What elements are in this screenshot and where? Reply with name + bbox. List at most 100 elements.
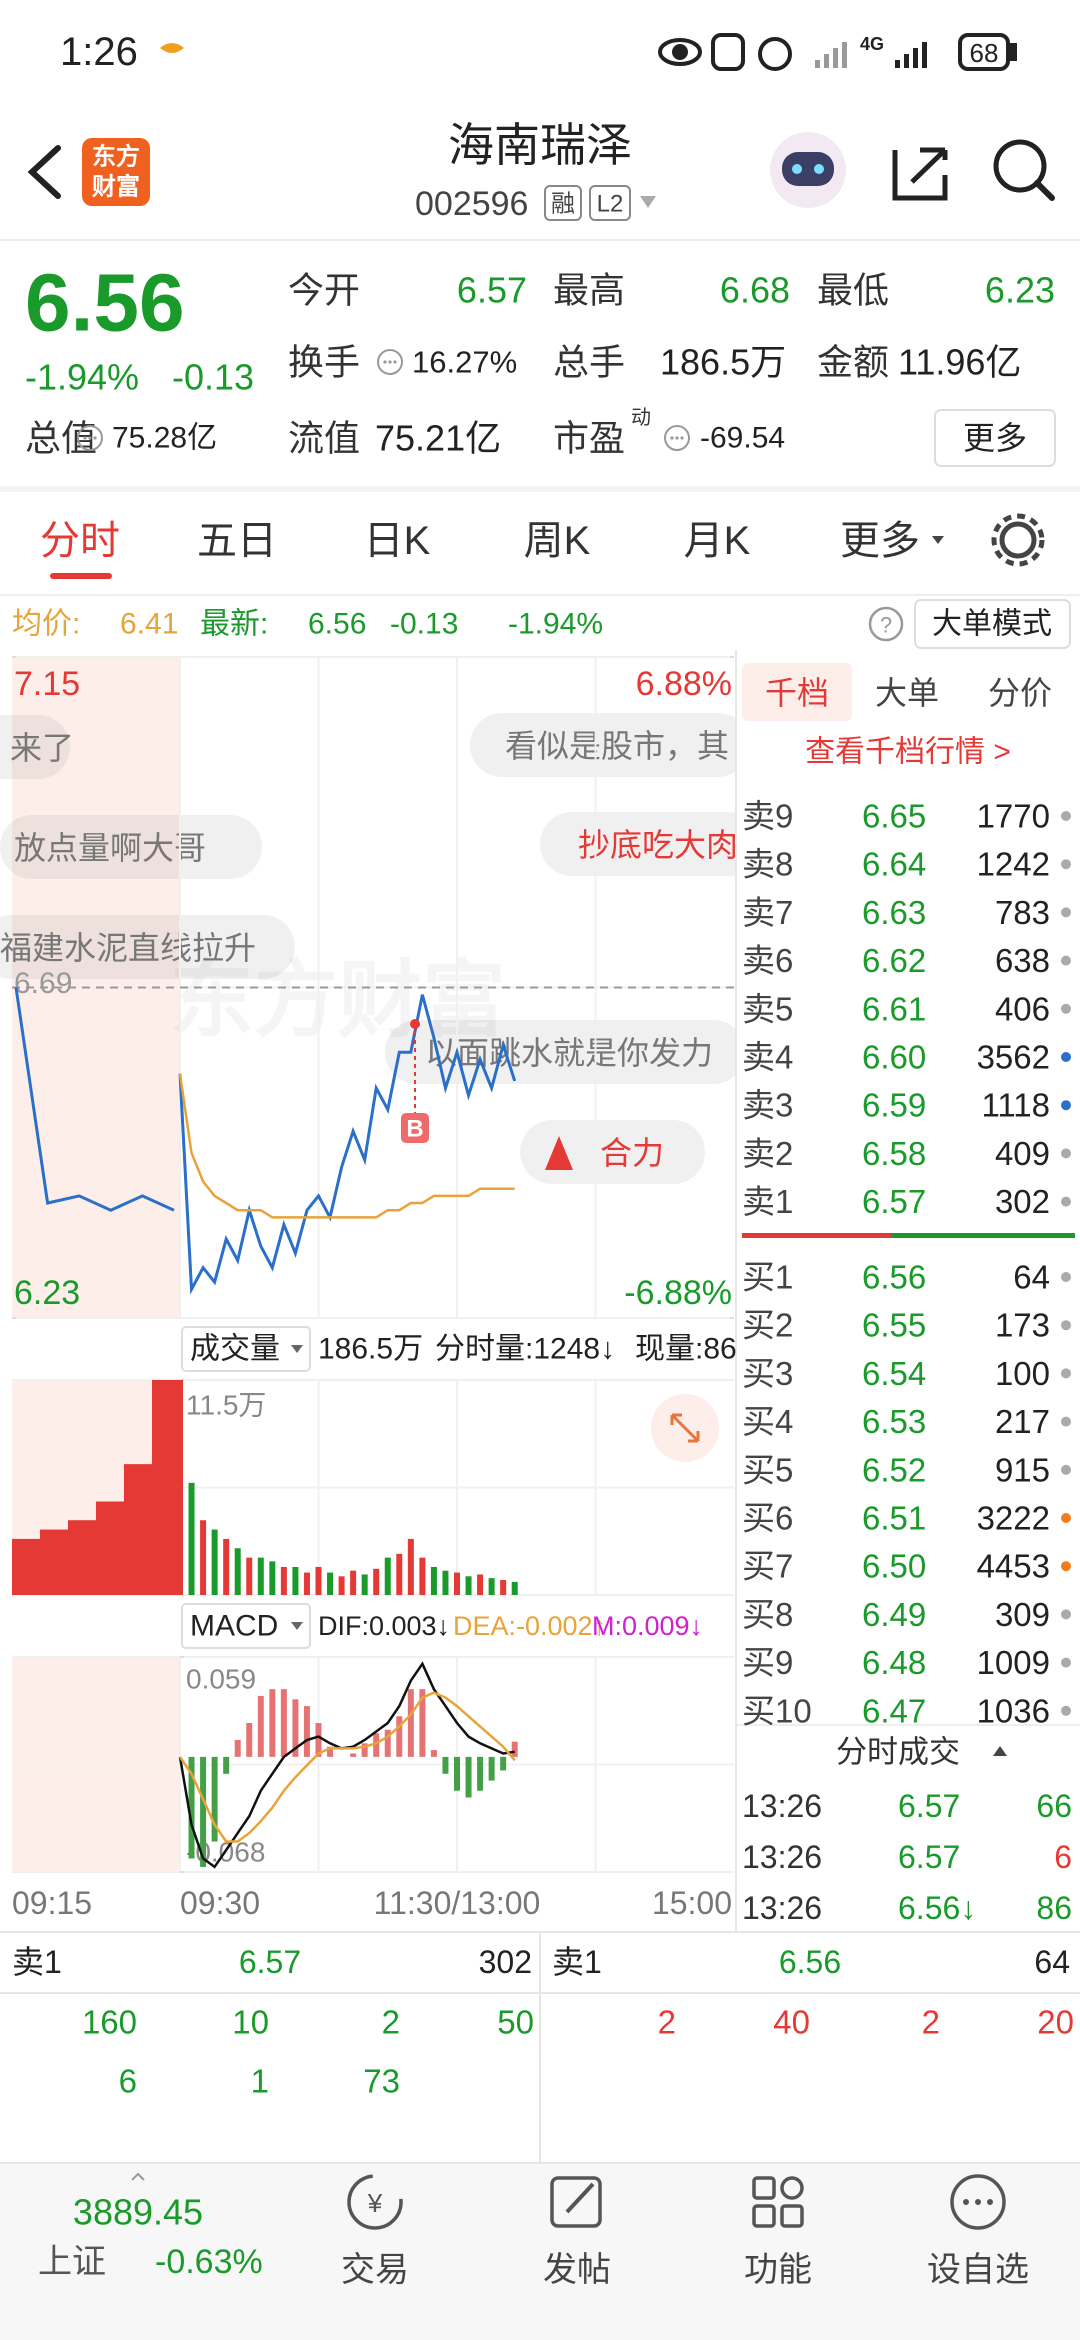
battery-level: 68 [970, 38, 999, 68]
avg-price-line [178, 1073, 515, 1219]
nav-item[interactable]: 设自选 [927, 2251, 1029, 2289]
premarket-volume-bar [40, 1529, 68, 1595]
queue-label: 卖1 [552, 1944, 602, 1980]
reference-label: 6.69 [14, 967, 72, 1000]
comment-text: 合力 [600, 1135, 664, 1171]
book-price: 6.55 [862, 1307, 926, 1344]
mode-button[interactable] [914, 599, 1071, 649]
info-icon[interactable] [377, 349, 403, 375]
volume-title[interactable]: 成交量 [190, 1333, 280, 1366]
book-price: 6.58 [862, 1135, 926, 1172]
index-value[interactable]: 3889.45 [73, 2192, 203, 2233]
book-link[interactable]: 查看千档行情 > [805, 736, 1011, 769]
latest-change-percent: -1.94% [508, 608, 603, 641]
function-cell [752, 2176, 776, 2200]
tab[interactable]: 更多 [840, 519, 920, 563]
macd-bar [269, 1689, 276, 1757]
trade-volume: 86 [1036, 1890, 1072, 1926]
nav-item[interactable]: 交易 [341, 2251, 409, 2289]
settings-button[interactable] [999, 521, 1037, 559]
bottom-nav [0, 2163, 1080, 2340]
trade-icon[interactable] [347, 2174, 403, 2230]
volume-bar [188, 1482, 195, 1595]
tab[interactable]: 周K [524, 519, 591, 563]
last-price: 6.56 [25, 258, 185, 349]
nav-item[interactable]: 发帖 [543, 2251, 611, 2289]
volume-bar [488, 1578, 495, 1595]
book-price: 6.64 [862, 846, 926, 883]
trade-volume: 6 [1054, 1839, 1072, 1875]
trades-toggle[interactable] [993, 1746, 1007, 1756]
macd-bar [373, 1733, 380, 1757]
book-dot [1061, 907, 1071, 918]
field-label: 最低 [817, 270, 889, 311]
post-icon[interactable] [550, 2176, 602, 2228]
alarm-icon [758, 37, 792, 71]
macd-bar [361, 1743, 368, 1757]
book-volume: 915 [995, 1451, 1050, 1488]
more-label[interactable]: 更多 [963, 420, 1027, 456]
avg-value: 6.41 [120, 608, 178, 641]
tab[interactable]: 五日 [197, 519, 277, 563]
book-dot [1061, 1705, 1071, 1716]
volume-bar [384, 1557, 391, 1595]
watchlist-dot [975, 2199, 981, 2205]
book-dot [1061, 1561, 1071, 1572]
queue-order: 2 [382, 2004, 400, 2041]
book-level: 买4 [742, 1403, 793, 1440]
book-volume: 309 [995, 1596, 1050, 1633]
tab[interactable]: 日K [364, 519, 431, 563]
signal-bar [824, 54, 829, 68]
volume-bar [511, 1581, 518, 1595]
volume-bar [234, 1548, 241, 1595]
share-button[interactable] [892, 147, 948, 201]
book-volume: 1770 [977, 798, 1050, 835]
book-tab[interactable]: 千档 [765, 675, 829, 711]
volume-bar [407, 1538, 414, 1595]
volume-selector[interactable] [181, 1326, 311, 1372]
tab[interactable]: 月K [684, 519, 751, 563]
queue-order: 20 [1037, 2004, 1074, 2041]
more-button[interactable] [934, 409, 1056, 467]
macd-title[interactable]: MACD [190, 1610, 278, 1643]
back-button[interactable] [27, 145, 61, 199]
watchlist-icon[interactable] [950, 2174, 1006, 2230]
field-label: 最高 [553, 270, 625, 311]
info-dot [83, 436, 87, 440]
nav-item[interactable]: 功能 [744, 2251, 812, 2289]
index-toggle[interactable] [131, 2172, 145, 2181]
info-icon[interactable] [664, 425, 690, 451]
dropdown-arrow [291, 1345, 303, 1353]
book-volume: 173 [995, 1307, 1050, 1344]
volume-bar [419, 1557, 426, 1595]
volume-bar [500, 1580, 507, 1595]
queue-order: 2 [922, 2004, 940, 2041]
mode-label[interactable]: 大单模式 [932, 608, 1052, 641]
macd-bar [511, 1741, 518, 1757]
trade-price: 6.57 [898, 1788, 960, 1824]
more-dropdown[interactable] [932, 536, 944, 544]
book-level: 买8 [742, 1596, 793, 1633]
volume-bar [280, 1566, 287, 1595]
book-tab[interactable]: 大单 [875, 675, 939, 711]
book-tab[interactable]: 分价 [988, 675, 1052, 711]
field-label: 总手 [553, 342, 625, 383]
y-tick-label: 0.059 [186, 1664, 256, 1695]
search-button[interactable] [993, 139, 1047, 193]
book-level: 买7 [742, 1548, 793, 1585]
info-dot [93, 436, 97, 440]
function-icon[interactable] [752, 2176, 804, 2228]
premarket-volume-bar [124, 1464, 152, 1595]
info-icon[interactable] [77, 425, 103, 451]
help-button[interactable] [868, 606, 904, 642]
stock-name: 海南瑞泽 [448, 119, 632, 171]
help-icon: ? [880, 613, 892, 638]
volume-bar [327, 1572, 334, 1595]
tab[interactable]: 分时 [40, 519, 120, 563]
indicator-selector[interactable] [181, 1603, 311, 1649]
trades-title[interactable]: 分时成交 [836, 1735, 960, 1770]
signal-bar [815, 60, 820, 68]
book-level: 卖3 [742, 1087, 793, 1124]
volume-bar [465, 1576, 472, 1595]
code-dropdown[interactable] [640, 196, 656, 208]
